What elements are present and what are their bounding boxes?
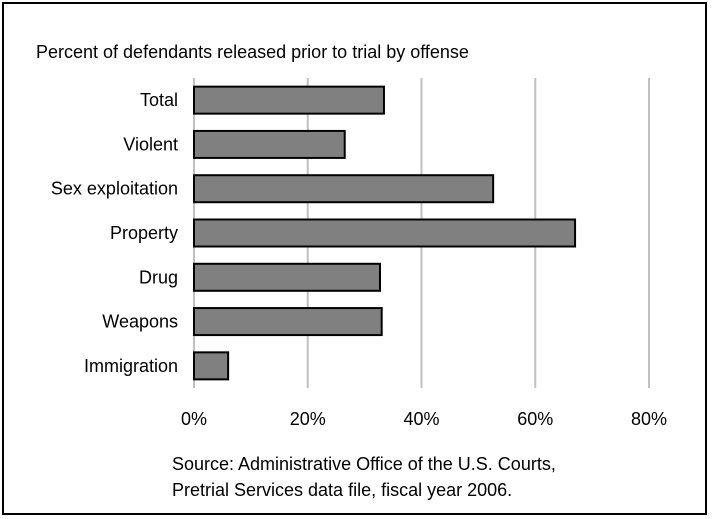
source-line-2: Pretrial Services data file, fiscal year…	[172, 480, 512, 500]
category-label: Sex exploitation	[51, 179, 178, 199]
category-label: Weapons	[102, 312, 178, 332]
bar	[193, 262, 381, 292]
x-tick-label: 60%	[517, 409, 553, 429]
x-tick-label: 20%	[290, 409, 326, 429]
category-label: Total	[140, 90, 178, 110]
bar	[193, 85, 385, 115]
x-tick-label: 0%	[181, 409, 207, 429]
bar	[193, 307, 383, 337]
category-label: Property	[110, 223, 178, 243]
x-tick-label: 80%	[631, 409, 667, 429]
category-labels: Total Violent Sex exploitation Property Drug…	[51, 90, 178, 376]
bar	[193, 351, 230, 381]
bars	[193, 85, 577, 381]
chart-title: Percent of defendants released prior to …	[36, 42, 469, 62]
source-line-1: Source: Administrative Office of the U.S…	[172, 454, 556, 474]
x-axis-ticks: 0% 20% 40% 60% 80%	[181, 409, 667, 429]
category-label: Immigration	[84, 356, 178, 376]
bar	[193, 218, 577, 248]
category-label: Violent	[123, 134, 178, 154]
bar	[193, 174, 495, 204]
bar	[193, 129, 346, 159]
category-label: Drug	[139, 267, 178, 287]
x-tick-label: 40%	[403, 409, 439, 429]
